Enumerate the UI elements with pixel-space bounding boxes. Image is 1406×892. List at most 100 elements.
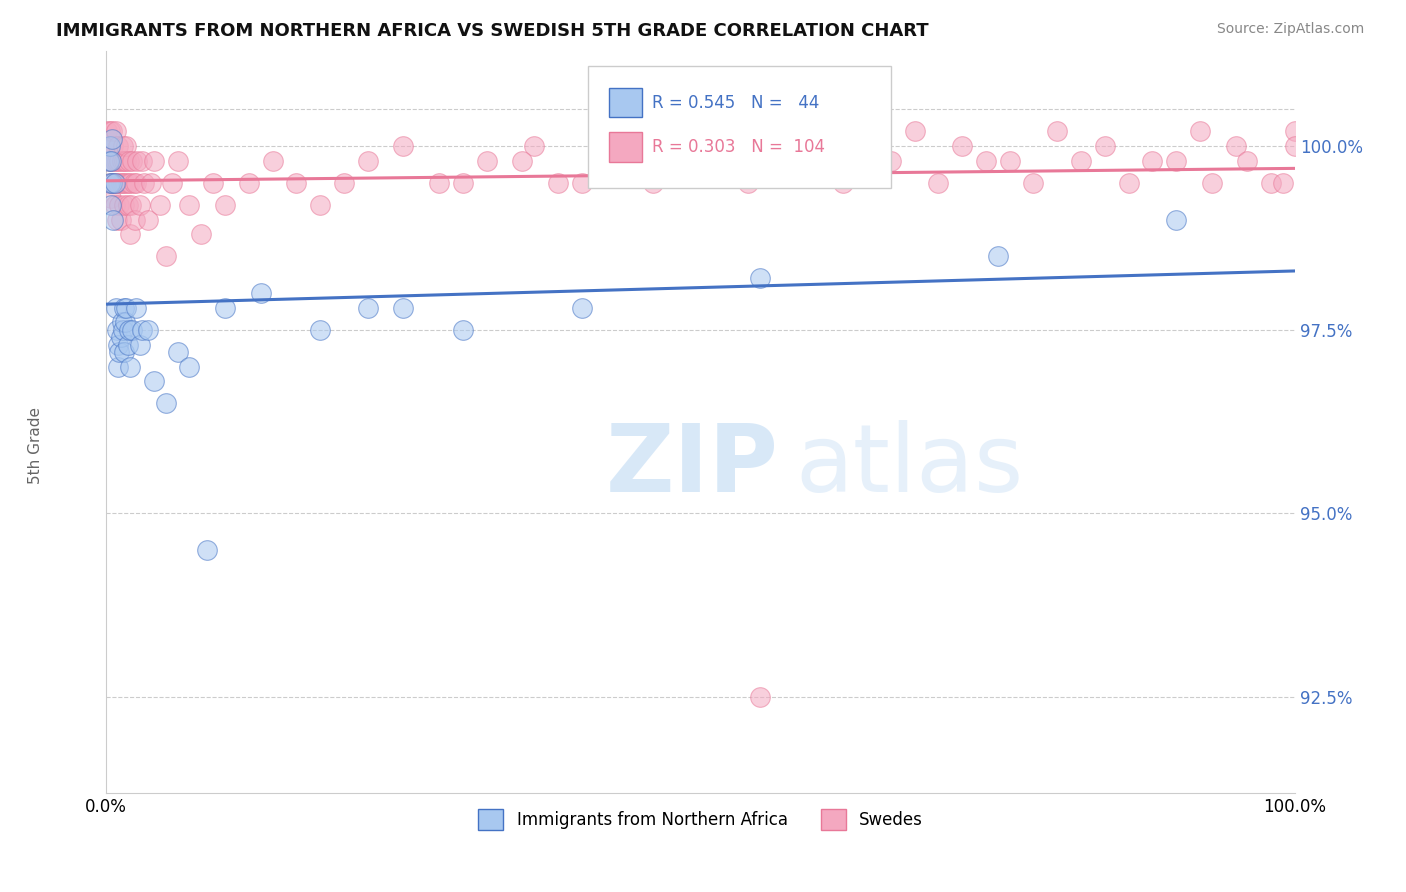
Point xyxy=(101,132,124,146)
Bar xyxy=(609,132,643,162)
Point xyxy=(808,139,831,153)
Point xyxy=(974,153,997,168)
Point xyxy=(103,176,125,190)
Point xyxy=(115,153,138,168)
Point xyxy=(665,139,688,153)
Text: ZIP: ZIP xyxy=(606,420,779,512)
Text: Source: ZipAtlas.com: Source: ZipAtlas.com xyxy=(1216,22,1364,37)
Point xyxy=(112,344,135,359)
Point xyxy=(166,344,188,359)
Point xyxy=(1022,176,1045,190)
Point xyxy=(451,323,474,337)
Point xyxy=(141,176,163,190)
Point xyxy=(214,198,236,212)
Point xyxy=(112,301,135,315)
Point xyxy=(118,359,141,374)
Point xyxy=(96,124,118,138)
Point xyxy=(785,153,807,168)
Point xyxy=(114,316,136,330)
Point xyxy=(108,198,131,212)
Point xyxy=(121,153,143,168)
Point xyxy=(475,153,498,168)
Point xyxy=(1284,139,1306,153)
Point xyxy=(357,153,380,168)
Point xyxy=(104,124,127,138)
Point xyxy=(451,176,474,190)
Point xyxy=(128,337,150,351)
Point xyxy=(1188,124,1211,138)
Point xyxy=(832,176,855,190)
Point xyxy=(110,212,132,227)
Point xyxy=(105,153,128,168)
Point xyxy=(117,176,139,190)
Point xyxy=(136,212,159,227)
Point xyxy=(357,301,380,315)
Point xyxy=(136,323,159,337)
Point xyxy=(1166,153,1188,168)
Point xyxy=(880,153,903,168)
Point xyxy=(131,323,153,337)
Point xyxy=(547,176,569,190)
Point xyxy=(427,176,450,190)
Point xyxy=(713,153,735,168)
Point xyxy=(101,124,124,138)
Point xyxy=(641,176,664,190)
Text: 5th Grade: 5th Grade xyxy=(28,408,42,484)
Point xyxy=(107,359,129,374)
Point xyxy=(117,337,139,351)
Point xyxy=(1166,212,1188,227)
Point xyxy=(950,139,973,153)
Text: atlas: atlas xyxy=(796,420,1024,512)
Point xyxy=(392,301,415,315)
Point xyxy=(333,176,356,190)
Legend: Immigrants from Northern Africa, Swedes: Immigrants from Northern Africa, Swedes xyxy=(471,803,929,837)
Point xyxy=(111,323,134,337)
Point xyxy=(998,153,1021,168)
Point xyxy=(105,212,128,227)
Point xyxy=(285,176,308,190)
Point xyxy=(111,139,134,153)
Point xyxy=(523,139,546,153)
Point xyxy=(595,153,617,168)
Point xyxy=(749,271,772,285)
Point xyxy=(121,323,143,337)
Point xyxy=(98,176,121,190)
Point xyxy=(737,176,759,190)
Point xyxy=(103,198,125,212)
Point xyxy=(689,153,711,168)
Point xyxy=(1046,124,1069,138)
Point xyxy=(114,176,136,190)
Point xyxy=(155,249,177,263)
Point xyxy=(1142,153,1164,168)
Point xyxy=(761,124,783,138)
Point xyxy=(749,690,772,705)
Point xyxy=(309,198,332,212)
Point xyxy=(127,153,149,168)
Point xyxy=(1201,176,1223,190)
Point xyxy=(101,176,124,190)
Point xyxy=(108,344,131,359)
Point xyxy=(195,543,218,558)
Point xyxy=(249,286,271,301)
Point xyxy=(117,198,139,212)
Point xyxy=(115,301,138,315)
Point xyxy=(103,176,125,190)
Point xyxy=(104,301,127,315)
Point xyxy=(904,124,927,138)
Point xyxy=(112,153,135,168)
Point xyxy=(112,198,135,212)
Point xyxy=(111,176,134,190)
Point xyxy=(142,153,165,168)
Point xyxy=(103,212,125,227)
Point xyxy=(103,153,125,168)
Point xyxy=(107,337,129,351)
Point xyxy=(619,153,641,168)
Point xyxy=(927,176,949,190)
Bar xyxy=(609,87,643,118)
FancyBboxPatch shape xyxy=(588,65,891,188)
Point xyxy=(107,139,129,153)
Point xyxy=(1225,139,1247,153)
Point xyxy=(100,198,122,212)
Point xyxy=(104,176,127,190)
Point xyxy=(100,191,122,205)
